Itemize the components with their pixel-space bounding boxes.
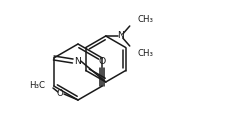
Text: N: N xyxy=(74,56,81,65)
Text: O: O xyxy=(57,89,63,97)
Text: CH₃: CH₃ xyxy=(138,14,154,23)
Text: H₃C: H₃C xyxy=(29,80,45,90)
Text: CH₃: CH₃ xyxy=(138,49,154,58)
Text: N: N xyxy=(117,32,124,40)
Text: O: O xyxy=(99,56,106,65)
